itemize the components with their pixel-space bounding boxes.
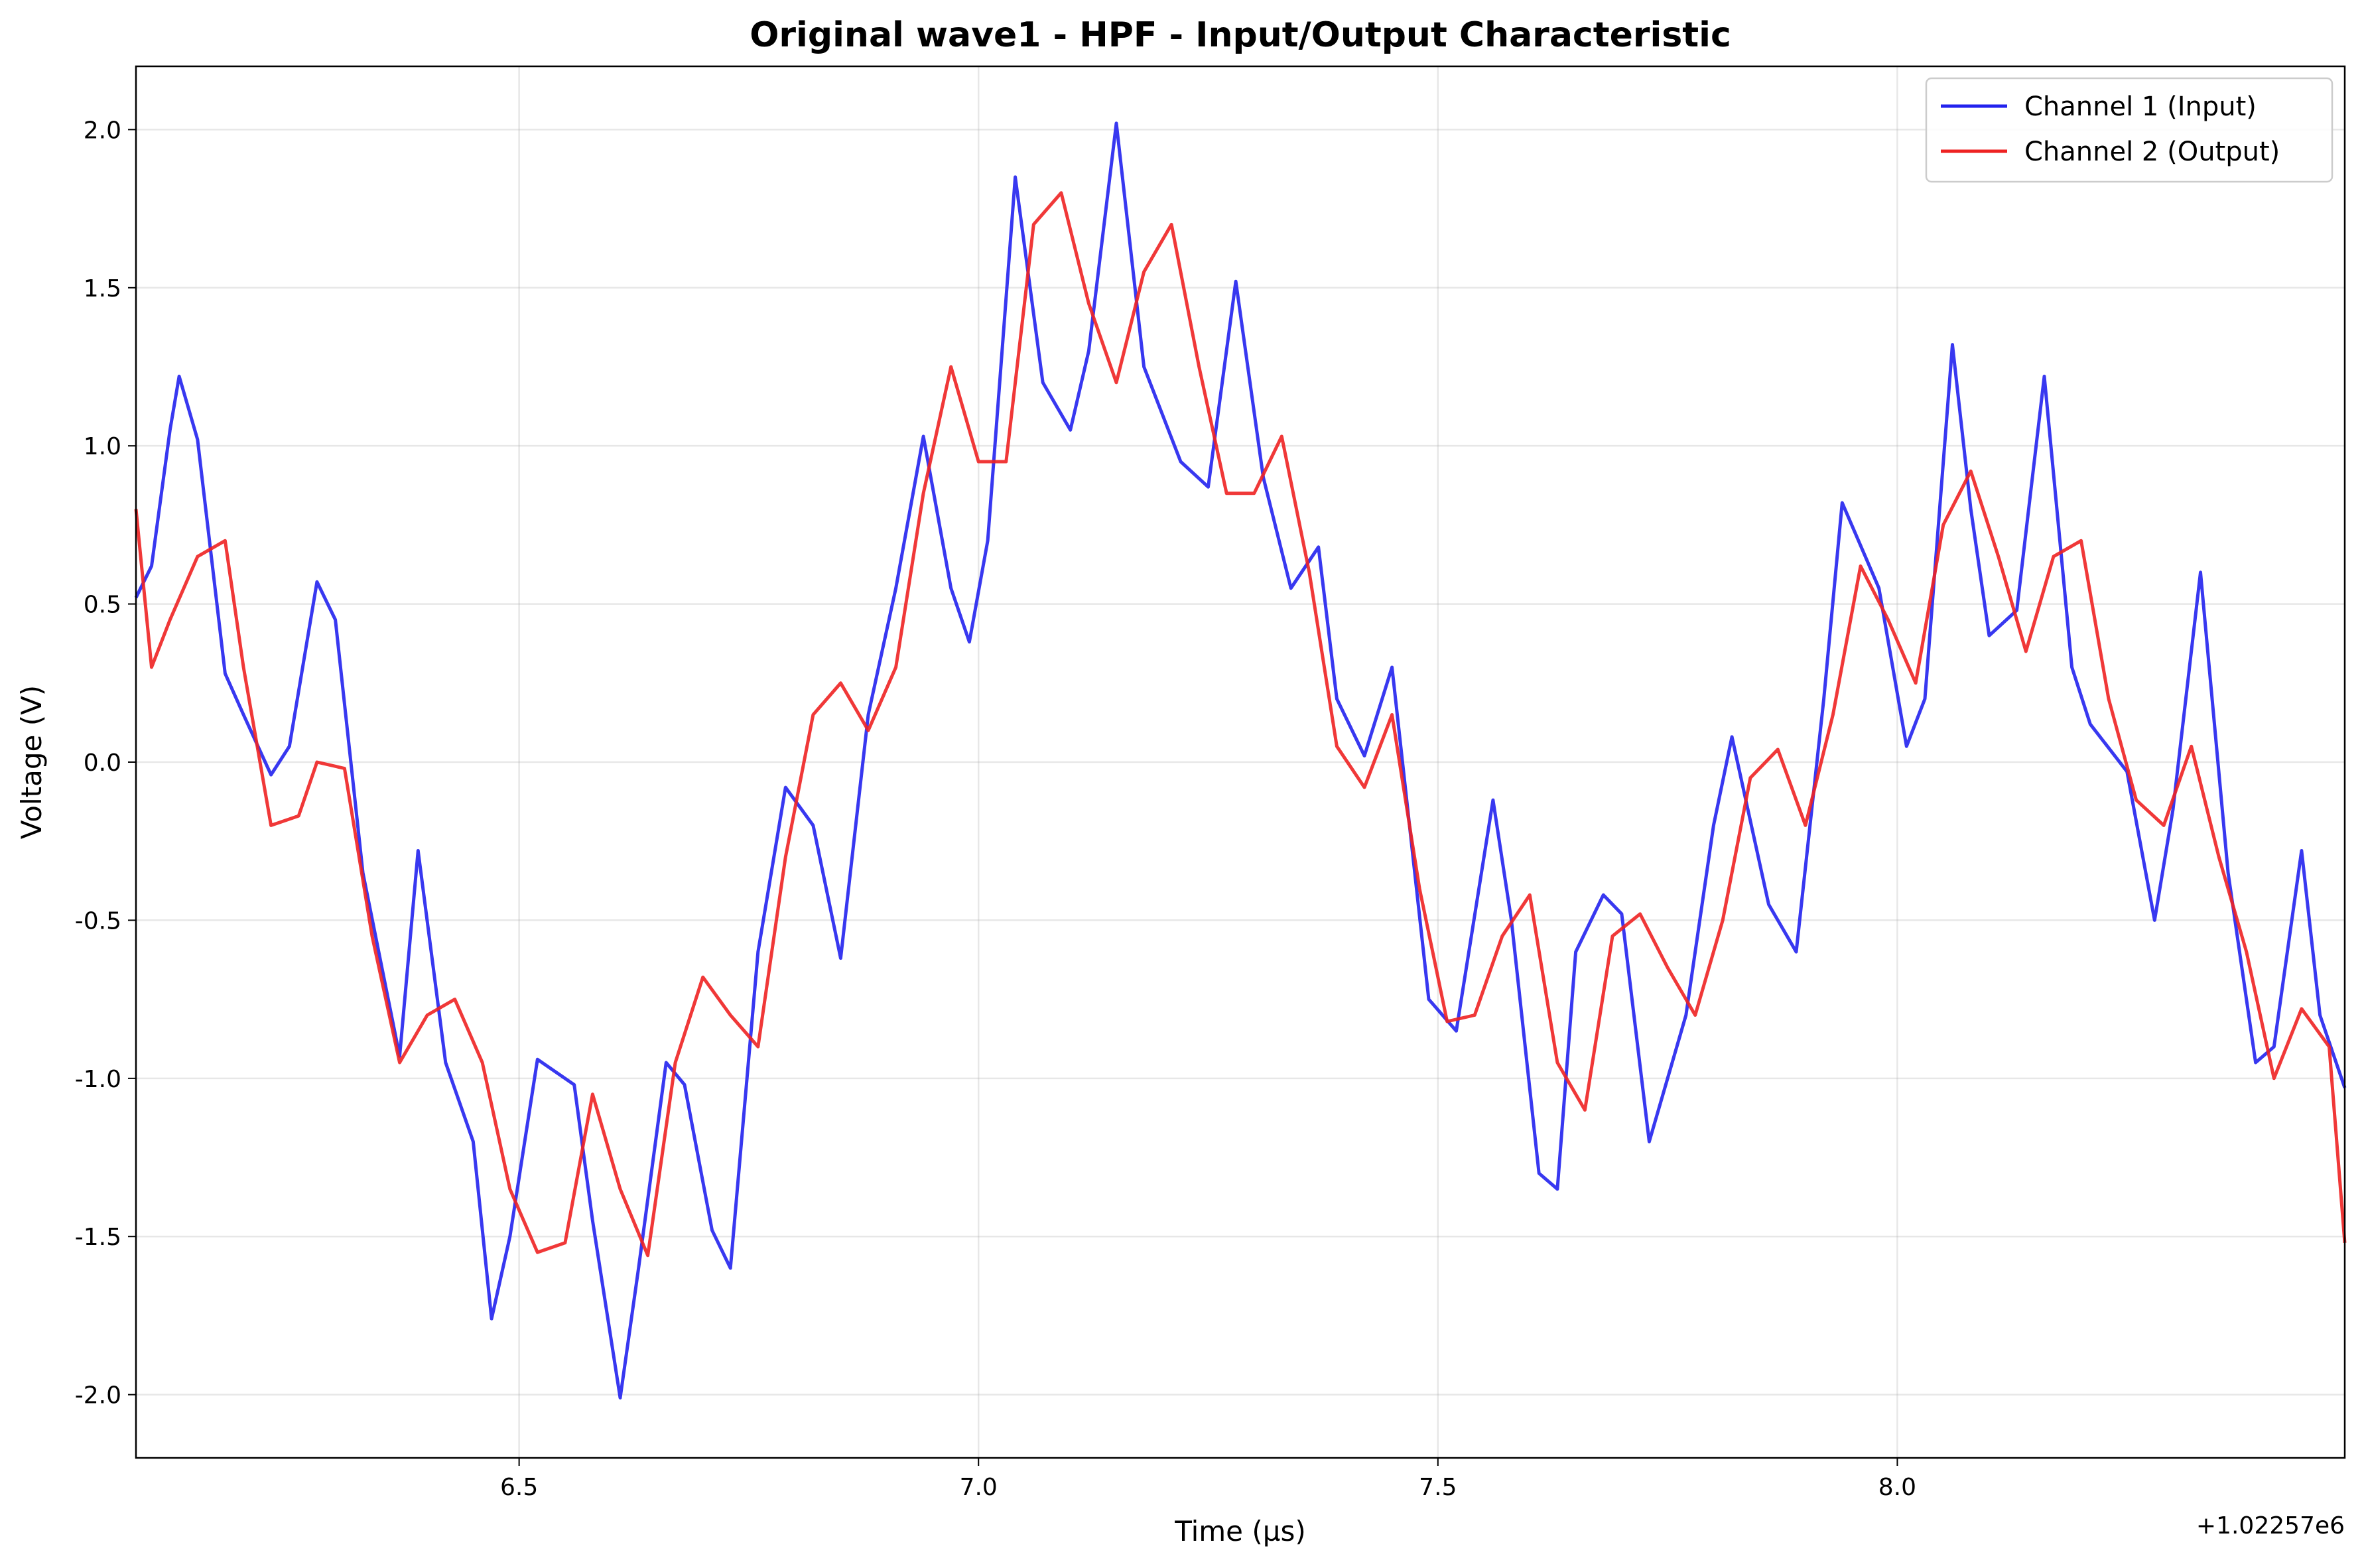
- x-tick-label: 7.0: [960, 1474, 998, 1501]
- y-axis-label: Voltage (V): [15, 685, 48, 839]
- series-line-input: [134, 121, 2347, 1400]
- x-axis-label: Time (µs): [1174, 1515, 1306, 1547]
- legend-box: [1925, 77, 2333, 183]
- y-tick-label: 1.5: [84, 275, 121, 302]
- legend: Channel 1 (Input) Channel 2 (Output): [1925, 77, 2333, 183]
- x-tick-label: 6.5: [500, 1474, 538, 1501]
- y-tick-label: -1.0: [75, 1066, 121, 1093]
- y-tick-label: -2.0: [75, 1382, 121, 1409]
- x-tick-label: 7.5: [1419, 1474, 1457, 1501]
- chart-title: Original wave1 - HPF - Input/Output Char…: [750, 15, 1731, 55]
- y-tick-label: 1.0: [84, 433, 121, 460]
- series-layer: [134, 121, 2347, 1400]
- legend-label-output: Channel 2 (Output): [2024, 137, 2280, 167]
- y-tick-label: 0.0: [84, 750, 121, 777]
- y-tick-label: -1.5: [75, 1224, 121, 1251]
- y-tick-label: -0.5: [75, 907, 121, 935]
- y-tick-label: 2.0: [84, 117, 121, 144]
- grid: [136, 66, 2345, 1458]
- x-tick-label: 8.0: [1878, 1474, 1916, 1501]
- legend-label-input: Channel 1 (Input): [2024, 92, 2257, 122]
- y-axis-ticks: -2.0 -1.5 -1.0 -0.5 0.0 0.5 1.0 1.5 2.0: [75, 117, 136, 1409]
- y-tick-label: 0.5: [84, 592, 121, 619]
- series-line-output: [134, 191, 2347, 1258]
- x-offset-label: +1.02257e6: [2196, 1512, 2345, 1539]
- x-axis-ticks: 6.5 7.0 7.5 8.0: [500, 1458, 1916, 1501]
